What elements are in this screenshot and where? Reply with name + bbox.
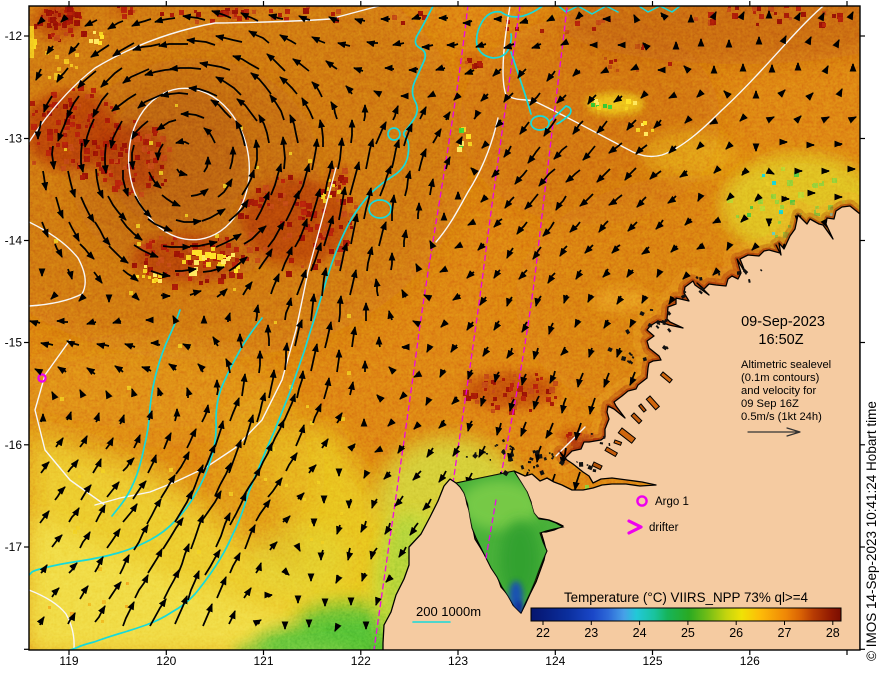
svg-text:126: 126 [740, 654, 760, 668]
svg-text:124: 124 [545, 654, 565, 668]
svg-text:26: 26 [729, 626, 743, 640]
svg-text:09-Sep-2023: 09-Sep-2023 [741, 314, 825, 330]
svg-text:Altimetric sealevel: Altimetric sealevel [741, 359, 831, 371]
svg-text:and velocity for: and velocity for [741, 385, 817, 397]
svg-text:Temperature (°C) VIIRS_NPP 73%: Temperature (°C) VIIRS_NPP 73% ql>=4 [564, 590, 809, 605]
svg-text:122: 122 [351, 654, 371, 668]
svg-text:16:50Z: 16:50Z [758, 332, 803, 348]
svg-text:-13: -13 [5, 132, 23, 146]
svg-text:0.5m/s (1kt 24h): 0.5m/s (1kt 24h) [741, 411, 822, 423]
svg-text:25: 25 [681, 626, 695, 640]
svg-text:09 Sep 16Z: 09 Sep 16Z [741, 398, 799, 410]
svg-text:23: 23 [584, 626, 598, 640]
svg-text:-14: -14 [5, 234, 23, 248]
svg-text:121: 121 [253, 654, 273, 668]
svg-text:125: 125 [642, 654, 662, 668]
svg-text:© IMOS 14-Sep-2023 10:41:24 Ho: © IMOS 14-Sep-2023 10:41:24 Hobart time [864, 401, 879, 661]
svg-text:28: 28 [826, 626, 840, 640]
svg-text:123: 123 [448, 654, 468, 668]
svg-text:200 1000m: 200 1000m [416, 604, 481, 619]
svg-text:24: 24 [633, 626, 647, 640]
svg-text:Argo 1: Argo 1 [655, 496, 689, 508]
svg-text:120: 120 [156, 654, 176, 668]
svg-text:(0.1m contours): (0.1m contours) [741, 372, 820, 384]
svg-text:-16: -16 [5, 438, 23, 452]
svg-text:-17: -17 [5, 540, 23, 554]
svg-text:22: 22 [536, 626, 550, 640]
svg-text:27: 27 [778, 626, 792, 640]
svg-text:-12: -12 [5, 29, 23, 43]
svg-text:119: 119 [59, 654, 78, 668]
svg-text:drifter: drifter [649, 522, 679, 534]
svg-text:-15: -15 [5, 336, 23, 350]
